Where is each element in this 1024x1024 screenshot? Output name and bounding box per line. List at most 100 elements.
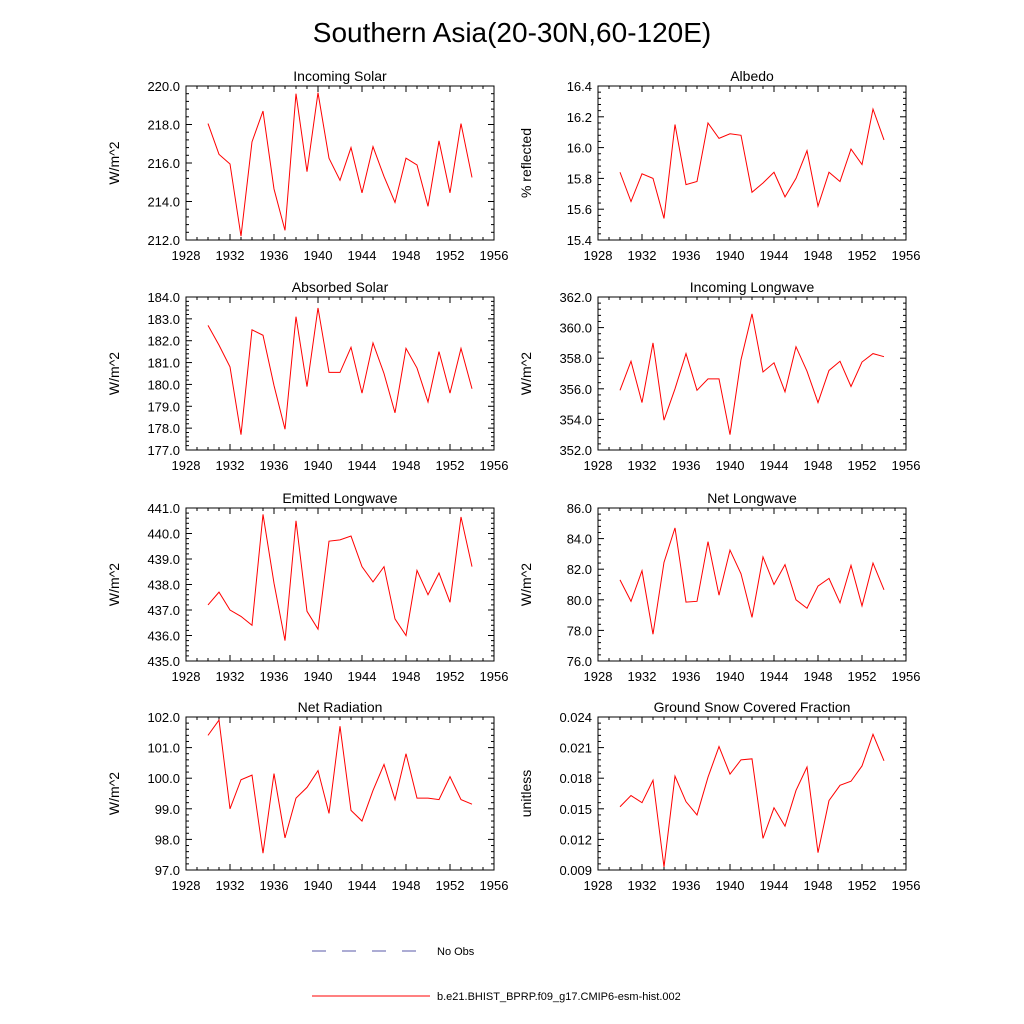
x-tick-label: 1952 bbox=[436, 458, 465, 473]
y-tick-label: 362.0 bbox=[559, 290, 592, 305]
panel-title: Ground Snow Covered Fraction bbox=[654, 699, 851, 715]
y-axis-label: W/m^2 bbox=[106, 352, 122, 395]
y-tick-label: 183.0 bbox=[147, 312, 180, 327]
series-line bbox=[619, 107, 885, 219]
x-tick-label: 1948 bbox=[804, 878, 833, 893]
plot-frame bbox=[185, 85, 495, 241]
panel-title: Net Longwave bbox=[707, 490, 797, 506]
y-tick-label: 184.0 bbox=[147, 290, 180, 305]
x-tick-label: 1944 bbox=[760, 878, 789, 893]
x-tick-label: 1952 bbox=[436, 669, 465, 684]
x-tick-label: 1956 bbox=[480, 248, 509, 263]
y-tick-label: 0.015 bbox=[559, 802, 592, 817]
x-tick-label: 1952 bbox=[436, 878, 465, 893]
chart-panel: Incoming Solar W/m^2 1928 1932 1936 1940 1944 1… bbox=[106, 68, 508, 263]
y-tick-label: 0.012 bbox=[559, 832, 592, 847]
x-tick-label: 1932 bbox=[628, 458, 657, 473]
x-tick-label: 1944 bbox=[348, 878, 377, 893]
y-tick-label: 0.024 bbox=[559, 710, 592, 725]
chart-panel: Absorbed Solar W/m^2 1928 1932 1936 1940 1944 1… bbox=[106, 279, 508, 473]
x-tick-label: 1948 bbox=[804, 458, 833, 473]
y-axis-label: unitless bbox=[518, 770, 534, 817]
y-tick-label: 212.0 bbox=[147, 233, 180, 248]
y-tick-label: 100.0 bbox=[147, 771, 180, 786]
y-axis-label: W/m^2 bbox=[518, 352, 534, 395]
x-tick-label: 1956 bbox=[892, 458, 921, 473]
series-line bbox=[619, 732, 885, 868]
y-tick-label: 436.0 bbox=[147, 629, 180, 644]
y-tick-label: 76.0 bbox=[567, 654, 592, 669]
x-tick-label: 1928 bbox=[584, 878, 613, 893]
y-tick-label: 181.0 bbox=[147, 356, 180, 371]
y-tick-label: 438.0 bbox=[147, 578, 180, 593]
y-tick-label: 216.0 bbox=[147, 156, 180, 171]
x-tick-label: 1952 bbox=[848, 878, 877, 893]
plot-frame bbox=[185, 716, 495, 871]
x-tick-label: 1928 bbox=[584, 669, 613, 684]
y-tick-label: 218.0 bbox=[147, 118, 180, 133]
x-tick-label: 1940 bbox=[304, 878, 333, 893]
x-tick-label: 1940 bbox=[304, 458, 333, 473]
x-tick-label: 1956 bbox=[480, 458, 509, 473]
panel-title: Incoming Longwave bbox=[690, 279, 815, 295]
x-tick-label: 1940 bbox=[716, 878, 745, 893]
legend-model-label: b.e21.BHIST_BPRP.f09_g17.CMIP6-esm-hist.… bbox=[437, 991, 681, 1003]
y-tick-label: 352.0 bbox=[559, 443, 592, 458]
x-tick-label: 1936 bbox=[260, 878, 289, 893]
y-tick-label: 360.0 bbox=[559, 321, 592, 336]
x-tick-label: 1928 bbox=[172, 669, 201, 684]
x-tick-label: 1932 bbox=[628, 878, 657, 893]
panel-title: Albedo bbox=[730, 68, 774, 84]
y-tick-label: 179.0 bbox=[147, 399, 180, 414]
x-tick-label: 1936 bbox=[672, 669, 701, 684]
y-tick-label: 180.0 bbox=[147, 377, 180, 392]
x-tick-label: 1940 bbox=[716, 458, 745, 473]
plot-frame bbox=[185, 507, 495, 662]
y-tick-label: 214.0 bbox=[147, 195, 180, 210]
y-axis-label: W/m^2 bbox=[106, 141, 122, 184]
y-tick-label: 435.0 bbox=[147, 654, 180, 669]
y-tick-label: 15.8 bbox=[567, 171, 592, 186]
y-tick-label: 16.4 bbox=[567, 79, 592, 94]
y-tick-label: 99.0 bbox=[155, 802, 180, 817]
y-tick-label: 0.018 bbox=[559, 771, 592, 786]
y-tick-label: 102.0 bbox=[147, 710, 180, 725]
series-line bbox=[207, 514, 473, 641]
x-tick-label: 1940 bbox=[304, 669, 333, 684]
series-line bbox=[207, 307, 473, 435]
x-tick-label: 1936 bbox=[260, 458, 289, 473]
series-line bbox=[207, 718, 473, 854]
y-tick-label: 97.0 bbox=[155, 863, 180, 878]
x-tick-label: 1940 bbox=[716, 669, 745, 684]
panel-title: Net Radiation bbox=[298, 699, 383, 715]
x-tick-label: 1944 bbox=[348, 669, 377, 684]
y-tick-label: 84.0 bbox=[567, 532, 592, 547]
x-tick-label: 1928 bbox=[584, 248, 613, 263]
y-tick-label: 86.0 bbox=[567, 501, 592, 516]
y-tick-label: 354.0 bbox=[559, 412, 592, 427]
x-tick-label: 1928 bbox=[172, 878, 201, 893]
y-axis-label: W/m^2 bbox=[106, 772, 122, 815]
x-tick-label: 1948 bbox=[392, 878, 421, 893]
x-tick-label: 1932 bbox=[216, 248, 245, 263]
chart-panel: Incoming Longwave W/m^2 1928 1932 1936 1940 19… bbox=[518, 279, 920, 473]
y-tick-label: 0.009 bbox=[559, 863, 592, 878]
chart-panel: Ground Snow Covered Fraction unitless 1928… bbox=[518, 699, 920, 893]
x-tick-label: 1956 bbox=[480, 878, 509, 893]
panel-title: Emitted Longwave bbox=[282, 490, 397, 506]
y-tick-label: 80.0 bbox=[567, 593, 592, 608]
y-axis-label: W/m^2 bbox=[106, 563, 122, 606]
y-tick-label: 16.2 bbox=[567, 110, 592, 125]
panel-title: Absorbed Solar bbox=[292, 279, 389, 295]
y-tick-label: 98.0 bbox=[155, 832, 180, 847]
y-tick-label: 177.0 bbox=[147, 443, 180, 458]
x-tick-label: 1928 bbox=[172, 458, 201, 473]
x-tick-label: 1936 bbox=[260, 248, 289, 263]
x-tick-label: 1944 bbox=[760, 248, 789, 263]
y-axis-label: % reflected bbox=[518, 128, 534, 198]
x-tick-label: 1956 bbox=[892, 248, 921, 263]
x-tick-label: 1936 bbox=[260, 669, 289, 684]
legend: No Obs b.e21.BHIST_BPRP.f09_g17.CMIP6-es… bbox=[312, 946, 681, 1003]
x-tick-label: 1936 bbox=[672, 458, 701, 473]
